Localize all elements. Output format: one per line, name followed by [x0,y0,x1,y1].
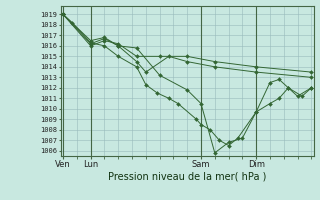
X-axis label: Pression niveau de la mer( hPa ): Pression niveau de la mer( hPa ) [108,172,266,182]
